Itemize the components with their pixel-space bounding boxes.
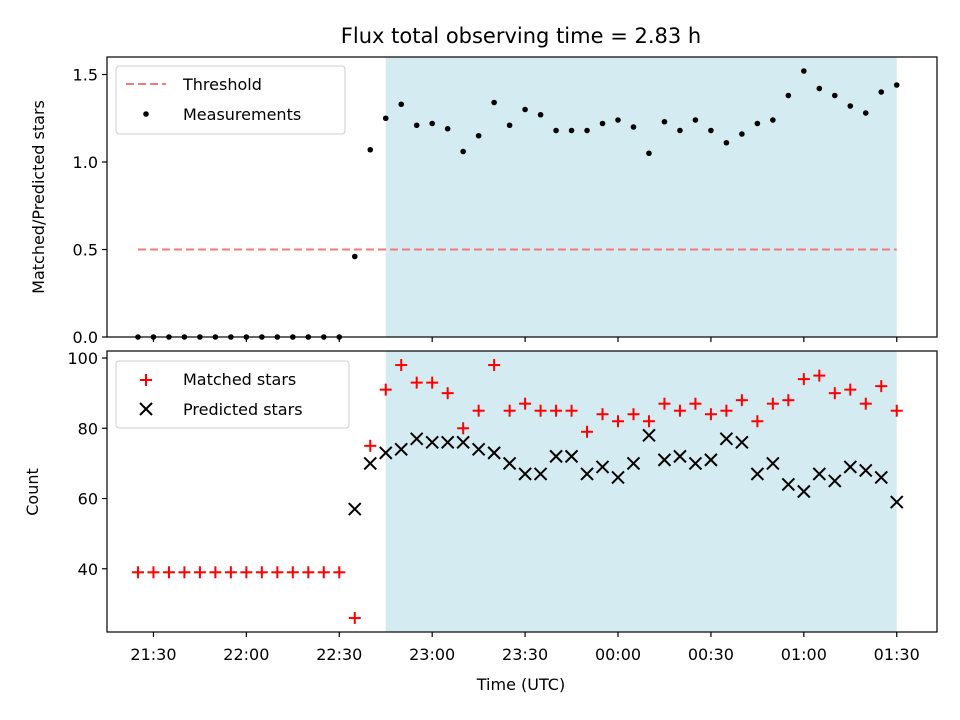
measurement-point bbox=[786, 93, 792, 99]
matched-star-point bbox=[147, 566, 159, 578]
chart: Flux total observing time = 2.83 h 0.00.… bbox=[0, 0, 960, 720]
y-tick-label: 80 bbox=[78, 419, 98, 438]
x-tick-label: 00:30 bbox=[688, 645, 734, 664]
top-x-ticks bbox=[153, 337, 896, 342]
bottom-x-ticks: 21:30 22:00 22:30 23:00 23:30 00:00 00:30 01:00… bbox=[130, 632, 919, 664]
legend-threshold-label: Threshold bbox=[182, 75, 262, 94]
y-tick-label: 60 bbox=[78, 490, 98, 509]
measurement-point bbox=[522, 107, 528, 113]
matched-star-point bbox=[132, 566, 144, 578]
measurement-point bbox=[615, 117, 621, 123]
measurement-point bbox=[367, 147, 373, 153]
y-tick-label: 100 bbox=[67, 349, 98, 368]
measurement-point bbox=[863, 110, 869, 116]
matched-star-point bbox=[349, 612, 361, 624]
top-legend: Threshold Measurements bbox=[116, 66, 345, 134]
predicted-star-point bbox=[364, 457, 376, 469]
measurement-point bbox=[724, 140, 730, 146]
x-tick-label: 01:00 bbox=[781, 645, 827, 664]
measurement-point bbox=[770, 117, 776, 123]
x-tick-label: 21:30 bbox=[130, 645, 176, 664]
bottom-y-axis-label: Count bbox=[23, 468, 42, 516]
measurement-point bbox=[847, 103, 853, 109]
top-y-ticks: 0.0 0.5 1.0 1.5 bbox=[73, 66, 107, 348]
measurement-point bbox=[832, 93, 838, 99]
measurement-point bbox=[801, 68, 807, 74]
x-tick-label: 00:00 bbox=[595, 645, 641, 664]
measurement-point bbox=[631, 124, 637, 130]
legend-predicted-label: Predicted stars bbox=[183, 400, 303, 419]
top-panel: 0.0 0.5 1.0 1.5 Matched/Predicted stars Thr… bbox=[29, 57, 937, 347]
x-tick-label: 01:30 bbox=[874, 645, 920, 664]
measurement-point bbox=[352, 254, 358, 260]
measurement-point bbox=[739, 131, 745, 137]
measurement-point bbox=[662, 119, 668, 125]
measurement-point bbox=[445, 126, 451, 132]
x-axis-label: Time (UTC) bbox=[476, 675, 565, 694]
legend-measurements-swatch bbox=[143, 111, 149, 117]
matched-star-point bbox=[209, 566, 221, 578]
top-y-axis-label: Matched/Predicted stars bbox=[29, 100, 48, 294]
x-tick-label: 23:30 bbox=[502, 645, 548, 664]
measurement-point bbox=[894, 82, 900, 88]
matched-star-point bbox=[364, 440, 376, 452]
measurement-point bbox=[398, 101, 404, 107]
bottom-legend: Matched stars Predicted stars bbox=[116, 361, 349, 428]
x-tick-label: 22:00 bbox=[223, 645, 269, 664]
matched-star-point bbox=[302, 566, 314, 578]
y-tick-label: 0.0 bbox=[73, 328, 98, 347]
matched-star-point bbox=[271, 566, 283, 578]
legend-measurements-label: Measurements bbox=[183, 105, 301, 124]
top-observing-window bbox=[386, 57, 897, 337]
matched-star-point bbox=[256, 566, 268, 578]
measurement-point bbox=[677, 128, 683, 134]
matched-star-point bbox=[163, 566, 175, 578]
measurement-point bbox=[817, 86, 823, 92]
x-tick-label: 23:00 bbox=[409, 645, 455, 664]
matched-star-point bbox=[194, 566, 206, 578]
measurement-point bbox=[476, 133, 482, 139]
measurement-point bbox=[460, 149, 466, 155]
y-tick-label: 0.5 bbox=[73, 241, 98, 260]
measurement-point bbox=[755, 121, 761, 127]
matched-star-point bbox=[333, 566, 345, 578]
measurement-point bbox=[507, 122, 513, 128]
measurement-point bbox=[584, 128, 590, 134]
matched-star-point bbox=[240, 566, 252, 578]
x-tick-label: 22:30 bbox=[316, 645, 362, 664]
legend-matched-label: Matched stars bbox=[183, 370, 296, 389]
measurement-point bbox=[491, 100, 497, 106]
y-tick-label: 1.5 bbox=[73, 66, 98, 85]
measurement-point bbox=[693, 117, 699, 123]
measurement-point bbox=[708, 128, 714, 134]
measurement-point bbox=[646, 150, 652, 156]
measurement-point bbox=[414, 122, 420, 128]
measurement-point bbox=[600, 121, 606, 127]
measurement-point bbox=[538, 112, 544, 118]
measurement-point bbox=[429, 121, 435, 127]
matched-star-point bbox=[178, 566, 190, 578]
matched-star-point bbox=[287, 566, 299, 578]
predicted-star-point bbox=[349, 503, 361, 515]
measurement-point bbox=[569, 128, 575, 134]
matched-star-point bbox=[318, 566, 330, 578]
measurement-point bbox=[553, 128, 559, 134]
measurement-point bbox=[878, 89, 884, 95]
bottom-y-ticks: 40 60 80 100 bbox=[67, 349, 107, 579]
chart-title: Flux total observing time = 2.83 h bbox=[341, 24, 701, 48]
measurement-point bbox=[383, 115, 389, 121]
y-tick-label: 40 bbox=[78, 560, 98, 579]
matched-star-point bbox=[225, 566, 237, 578]
y-tick-label: 1.0 bbox=[73, 153, 98, 172]
bottom-observing-window bbox=[386, 351, 897, 632]
bottom-panel: 40 60 80 100 21:30 22:00 22:30 23:00 23:30 00:00… bbox=[23, 349, 937, 694]
